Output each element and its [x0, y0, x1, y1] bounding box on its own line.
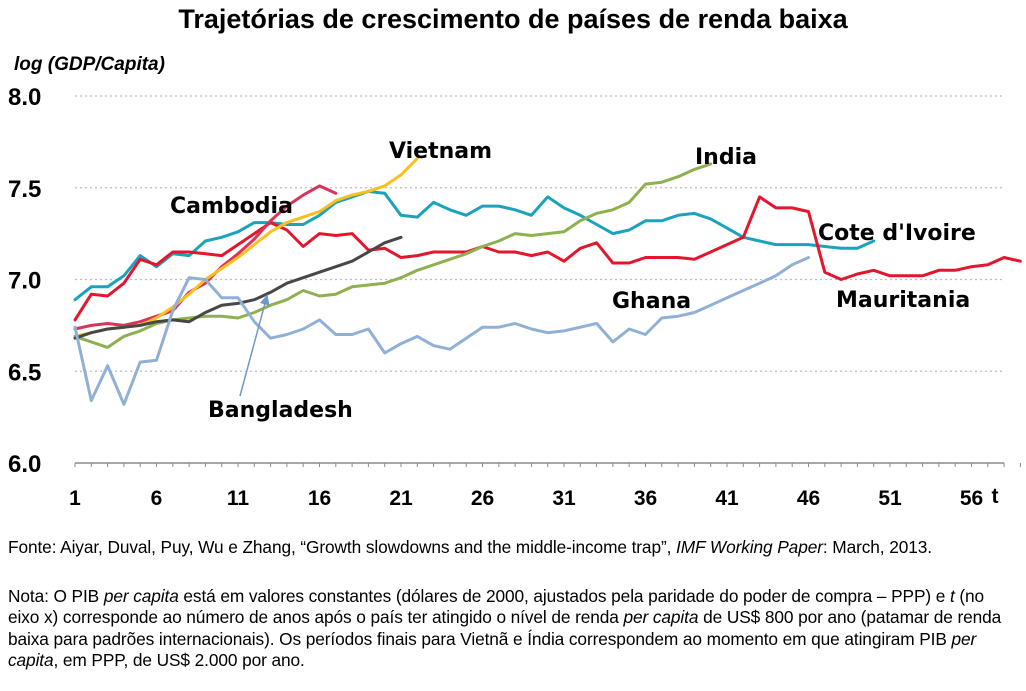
x-tick-label: 56: [960, 487, 983, 510]
source-journal: IMF Working Paper: [676, 537, 823, 557]
note-text-2: está em valores constantes (dólares de 2…: [178, 586, 950, 606]
series-line-india: [73, 162, 713, 349]
y-tick-label: 7.0: [8, 268, 41, 295]
note-italic-3: per capita: [8, 628, 977, 671]
note-italic-1: per capita: [103, 586, 179, 606]
line-chart: 6.06.57.07.58.01 6 11 16 21 26 31 36 41 46 51 56 tlo…: [8, 54, 1022, 510]
series-line-cote-d-ivoire: [73, 189, 876, 302]
x-tick-label: 26: [471, 487, 494, 510]
x-axis-label: t: [992, 485, 999, 508]
y-axis-label: log (GDP/Capita): [14, 54, 165, 75]
source-note: Fonte: Aiyar, Duval, Puy, Wu e Zhang, “G…: [8, 537, 1020, 558]
y-tick-label: 7.5: [8, 176, 41, 203]
x-tick-label: 41: [715, 487, 739, 510]
series-line-ghana: [73, 256, 810, 406]
x-tick-label: 31: [552, 487, 576, 510]
label-mauritania: Mauritania: [836, 288, 970, 313]
series-annotations: Vietnam India Cambodia Cote d'Ivoire Ghana Ma…: [170, 139, 976, 423]
note-italic-2: per capita: [623, 607, 699, 628]
x-tick-label: 21: [389, 487, 413, 510]
chart-title: Trajetórias de crescimento de países de …: [178, 4, 848, 34]
label-ghana: Ghana: [612, 289, 691, 314]
x-tick-label: 6: [151, 487, 163, 510]
label-india: India: [695, 145, 757, 170]
methodology-note: Nota: O PIB per capita está em valores c…: [8, 586, 1020, 672]
y-tick-label: 6.0: [8, 451, 41, 478]
series-lines: [73, 156, 1022, 406]
source-date: : March, 2013.: [822, 537, 932, 557]
label-cote-d-ivoire: Cote d'Ivoire: [818, 221, 976, 246]
note-text-4: de US$ 800 por ano (patamar de renda bai…: [8, 607, 1002, 649]
note-text-1: Nota: O PIB: [8, 586, 104, 606]
label-bangladesh: Bangladesh: [208, 398, 353, 423]
x-tick-label: 1: [69, 487, 81, 510]
axes: 6.06.57.07.58.01 6 11 16 21 26 31 36 41 46 51 56 tlo…: [8, 54, 1021, 510]
label-cambodia: Cambodia: [170, 194, 293, 219]
x-tick-label: 51: [878, 487, 902, 510]
note-text-5: , em PPP, de US$ 2.000 por ano.: [53, 650, 305, 671]
series-line-cambodia: [73, 184, 338, 331]
series-line-mauritania: [73, 195, 1022, 322]
series-line-bangladesh: [73, 235, 403, 340]
label-vietnam: Vietnam: [389, 139, 492, 164]
x-tick-label: 16: [308, 487, 331, 510]
y-tick-label: 8.0: [8, 84, 41, 111]
bangladesh-arrow-head: [259, 294, 270, 306]
x-tick-label: 36: [634, 487, 657, 510]
note-text-3: (no eixo x) corresponde ao número de ano…: [8, 586, 985, 628]
y-tick-label: 6.5: [8, 359, 41, 386]
x-tick-label: 46: [797, 487, 820, 510]
note-italic-t: t: [949, 586, 955, 606]
source-text: Fonte: Aiyar, Duval, Puy, Wu e Zhang, “G…: [8, 537, 677, 557]
x-tick-label: 11: [227, 487, 250, 510]
bangladesh-arrow-shaft: [239, 294, 269, 397]
